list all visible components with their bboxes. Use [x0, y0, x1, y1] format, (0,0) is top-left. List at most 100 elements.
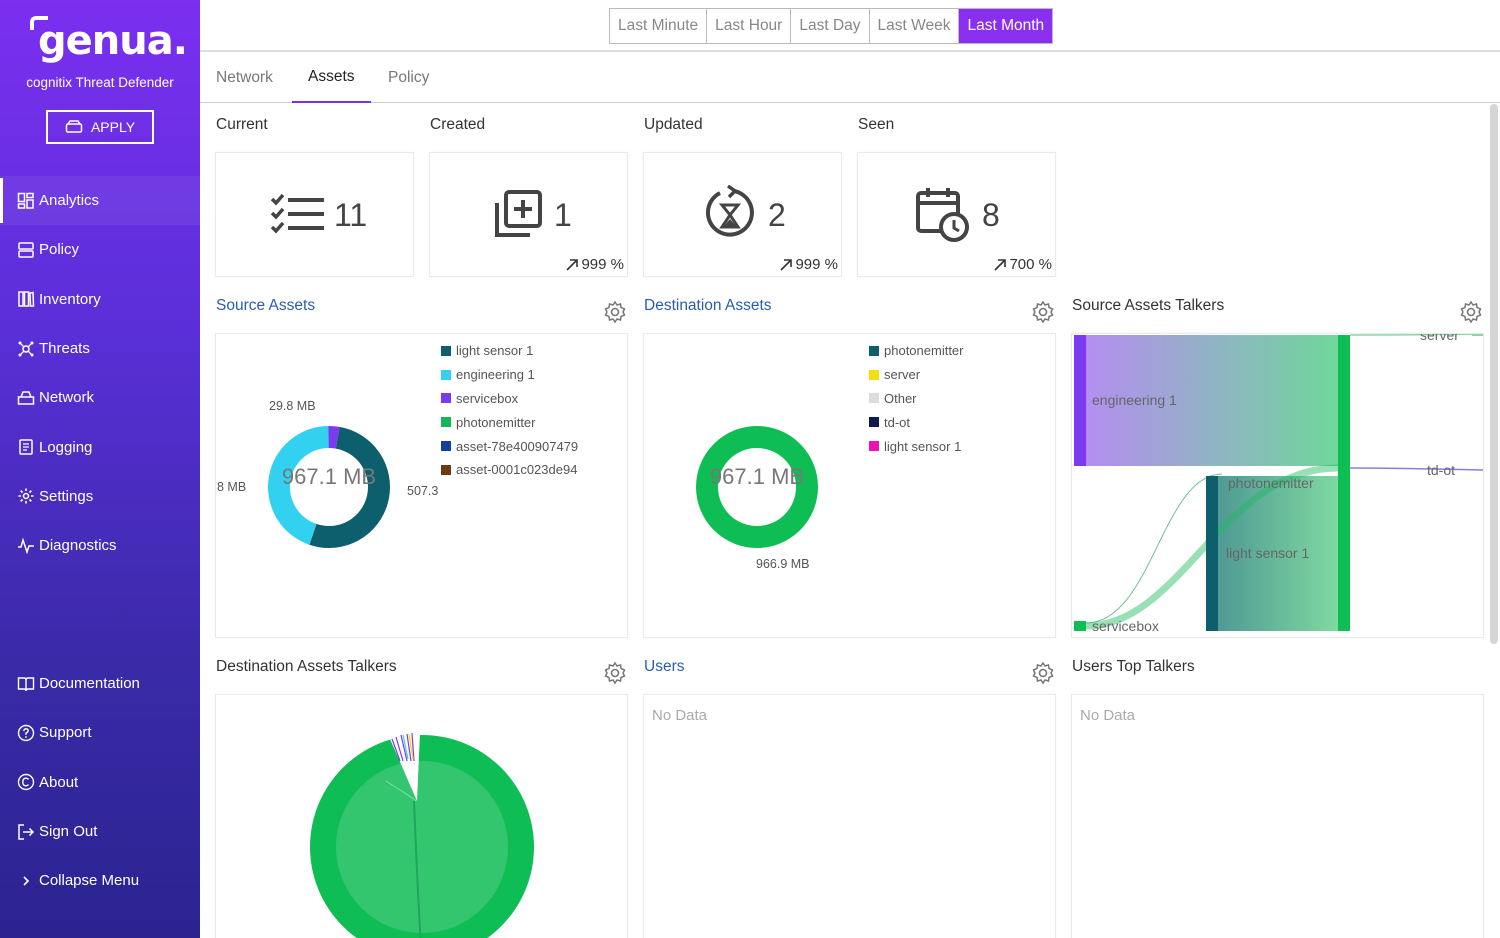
created-value: 1: [554, 197, 572, 233]
main-nav: Analytics Policy Inventory Threats Netwo…: [0, 176, 200, 570]
flow-light-sensor-photonemitter[interactable]: [1218, 476, 1338, 631]
range-last-month[interactable]: Last Month: [959, 9, 1053, 43]
current-value: 11: [334, 197, 368, 233]
apply-button[interactable]: APPLY: [46, 110, 154, 144]
nav-settings[interactable]: Settings: [0, 472, 200, 521]
node-photonemitter[interactable]: [1338, 335, 1350, 631]
range-last-week[interactable]: Last Week: [869, 9, 960, 43]
sankey-label-photonemitter: photonemitter: [1228, 475, 1314, 491]
range-last-day[interactable]: Last Day: [791, 9, 870, 43]
users-title[interactable]: Users: [644, 658, 685, 675]
legend-item[interactable]: asset-78e400907479: [441, 434, 578, 458]
legend-label: asset-78e400907479: [456, 438, 579, 454]
nav-about[interactable]: About: [0, 758, 200, 807]
nav-support[interactable]: Support: [0, 708, 200, 757]
nav-sign-out[interactable]: Sign Out: [0, 807, 200, 856]
nav-label: Documentation: [39, 675, 140, 693]
genua-logo[interactable]: genua.: [30, 12, 188, 64]
created-delta: 999 %: [565, 256, 624, 273]
nav-inventory[interactable]: Inventory: [0, 275, 200, 324]
nav-label: Threats: [39, 340, 90, 358]
chord-link-main: [413, 800, 422, 938]
destination-assets-settings-gear-icon[interactable]: [1031, 300, 1055, 324]
destination-assets-title[interactable]: Destination Assets: [644, 297, 772, 314]
flow-servicebox-photonemitter[interactable]: [1085, 464, 1339, 630]
legend-label: servicebox: [456, 390, 519, 406]
sankey-label-server: server: [1420, 333, 1459, 343]
nav-label: Sign Out: [39, 823, 98, 841]
nav-diagnostics[interactable]: Diagnostics: [0, 521, 200, 570]
legend-item[interactable]: engineering 1: [441, 363, 578, 387]
seen-value: 8: [982, 197, 1000, 233]
source-talkers-settings-gear-icon[interactable]: [1459, 300, 1483, 324]
slice-servicebox[interactable]: [268, 426, 390, 548]
users-top-talkers-card: No Data: [1071, 694, 1484, 938]
legend-item[interactable]: light sensor 1: [869, 434, 964, 458]
node-servicebox[interactable]: [1074, 621, 1086, 631]
source-label-left: 8 MB: [217, 480, 247, 494]
policy-icon: [17, 241, 35, 259]
legend-item[interactable]: Other: [869, 387, 964, 411]
nav-collapse[interactable]: Collapse Menu: [0, 856, 200, 905]
nav-logging[interactable]: Logging: [0, 422, 200, 471]
legend-item[interactable]: asset-0001c023de94: [441, 458, 578, 482]
source-assets-settings-gear-icon[interactable]: [603, 300, 627, 324]
analytics-icon: [17, 192, 35, 210]
nav-policy[interactable]: Policy: [0, 225, 200, 274]
slice-photonemitter[interactable]: [696, 426, 818, 548]
legend-label: td-ot: [884, 414, 911, 430]
seen-label: Seen: [858, 116, 895, 133]
destination-talkers-card: [215, 694, 628, 938]
flow-servicebox-light-sensor[interactable]: [1085, 473, 1223, 624]
gear-icon: [17, 487, 35, 505]
logging-icon: [17, 438, 35, 456]
tab-assets[interactable]: Assets: [292, 52, 371, 103]
chord-small-links: [391, 732, 415, 762]
flow-photonemitter-td-ot[interactable]: [1349, 467, 1484, 471]
legend-item[interactable]: servicebox: [441, 387, 578, 411]
legend-item[interactable]: td-ot: [869, 410, 964, 434]
legend-swatch: [441, 464, 451, 475]
chord-inner-area[interactable]: [336, 761, 508, 933]
node-server[interactable]: [1472, 334, 1484, 336]
calendar-clock-icon: [916, 188, 969, 242]
legend-swatch: [441, 393, 451, 404]
source-assets-card: 967.1 MB 29.8 MB 8 MB 507.3 light sensor…: [215, 333, 628, 638]
time-range-selector: Last Minute Last Hour Last Day Last Week…: [609, 8, 1054, 44]
nav-threats[interactable]: Threats: [0, 324, 200, 373]
nav-documentation[interactable]: Documentation: [0, 659, 200, 708]
tab-policy[interactable]: Policy: [388, 68, 430, 86]
destination-assets-donut[interactable]: [694, 424, 820, 550]
vertical-scrollbar[interactable]: [1490, 104, 1498, 644]
flow-photonemitter-server[interactable]: [1349, 334, 1484, 336]
legend-item[interactable]: photonemitter: [869, 339, 964, 363]
nav-label: Policy: [39, 241, 80, 259]
help-icon: [17, 724, 35, 742]
source-assets-donut[interactable]: [266, 424, 392, 550]
node-light-sensor-1[interactable]: [1206, 476, 1218, 631]
source-assets-title[interactable]: Source Assets: [216, 297, 316, 314]
source-talkers-sankey[interactable]: [1072, 334, 1484, 638]
flow-engineering-photonemitter[interactable]: [1086, 335, 1338, 466]
nav-label: Network: [39, 389, 95, 407]
sankey-label-td-ot: td-ot: [1427, 462, 1456, 478]
legend-item[interactable]: server: [869, 363, 964, 387]
tab-network[interactable]: Network: [216, 68, 273, 86]
pulse-icon: [17, 537, 35, 555]
copyright-icon: [17, 773, 35, 791]
node-engineering-1[interactable]: [1074, 335, 1086, 466]
users-settings-gear-icon[interactable]: [1031, 661, 1055, 685]
legend-item[interactable]: photonemitter: [441, 410, 578, 434]
destination-talkers-settings-gear-icon[interactable]: [603, 661, 627, 685]
destination-talkers-chord[interactable]: [306, 731, 538, 938]
range-last-hour[interactable]: Last Hour: [707, 9, 792, 43]
nav-label: About: [39, 773, 79, 791]
slice-engineering-1[interactable]: [268, 426, 390, 548]
legend-swatch: [869, 393, 879, 404]
legend-item[interactable]: light sensor 1: [441, 339, 578, 363]
range-last-minute[interactable]: Last Minute: [610, 9, 708, 43]
inventory-icon: [17, 290, 35, 308]
nav-analytics[interactable]: Analytics: [0, 176, 200, 226]
nav-network[interactable]: Network: [0, 373, 200, 422]
chord-link-yellow: [408, 733, 414, 760]
